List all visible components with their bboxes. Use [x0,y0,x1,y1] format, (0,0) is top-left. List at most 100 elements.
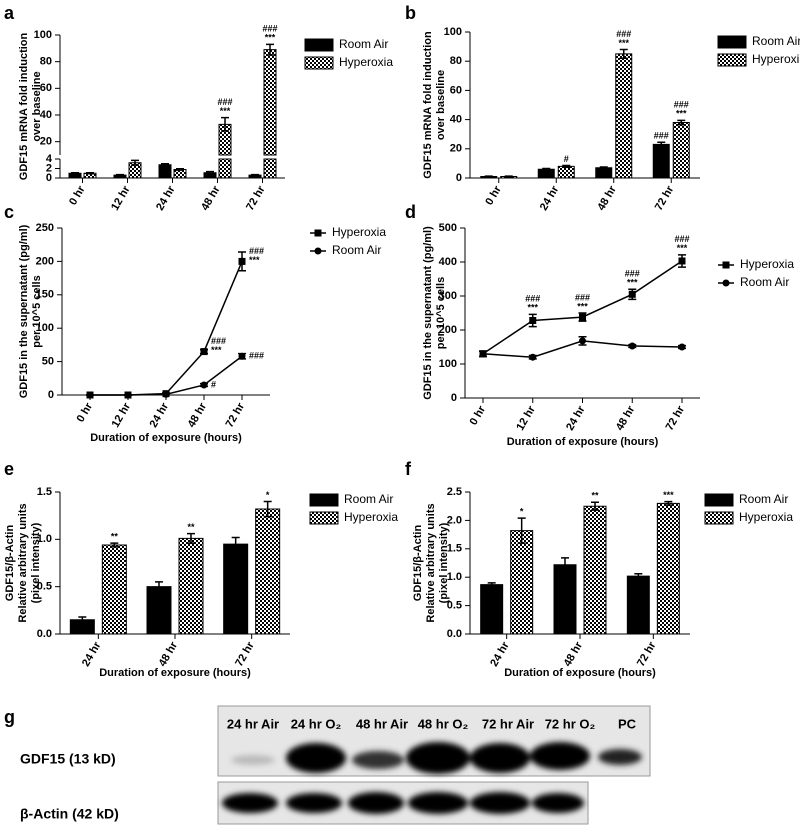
annotation: ** [591,491,599,501]
annotation: ### [625,269,640,279]
annotation: ### [674,234,689,244]
y-tick-label: 200 [439,324,457,336]
panel-letter: c [4,202,14,222]
annotation: * [520,507,524,517]
y-tick-label: 40 [450,114,462,126]
x-tick-label: 24 hr [488,639,512,668]
bar [173,168,187,179]
y-tick-label: 1.5 [447,543,462,555]
panel-letter: e [4,459,14,479]
y-tick-label: 400 [439,256,457,268]
legend-label: Room Air [344,492,393,506]
y-tick-label: 0 [451,392,457,404]
annotation: *** [527,303,538,313]
annotation: *** [663,490,674,500]
x-tick-label: 48 hr [157,639,181,668]
error-bar [562,164,571,168]
annotation: ### [249,351,264,361]
y-tick-label: 40 [40,109,52,121]
y-tick-label: 2.5 [447,486,462,498]
lane-label: 24 hr O₂ [291,716,342,731]
y-axis-label: GDF15 in the supernatant (pg/ml) [422,226,434,400]
legend-label: Room Air [739,492,788,506]
y-tick-label: 0.0 [447,628,462,640]
error-bar [231,536,240,552]
bar [146,586,172,635]
bar [218,123,232,179]
legend-marker [722,261,730,269]
lane-label: 48 hr Air [356,716,408,731]
error-bar [677,119,686,126]
marker [162,390,170,398]
x-tick-label: 0 hr [67,183,88,207]
annotation: ### [654,131,669,141]
x-tick-label: 72 hr [233,639,257,668]
annotation: ** [111,531,119,541]
legend-swatch [304,56,334,70]
error-bar [176,167,184,171]
marker [238,352,246,360]
legend-label: Hyperoxia [752,52,800,66]
legend-label: Room Air [332,243,381,257]
legend-label: Hyperoxia [332,225,386,239]
bar [510,530,534,635]
bar [158,164,172,179]
annotation: ### [262,24,277,34]
bar [595,167,613,179]
annotation: *** [676,109,687,119]
lane-label: 24 hr Air [227,716,279,731]
bar [626,575,650,635]
error-bar [206,170,214,175]
bar [615,53,633,179]
y-axis-label: Relative arbitrary units [425,503,437,622]
y-tick-label: 150 [36,289,54,301]
x-tick-label: 24 hr [148,400,172,429]
x-tick-label: 24 hr [80,639,104,668]
bar [672,122,690,179]
error-bar [542,167,551,171]
bar [553,564,577,635]
marker [200,381,208,389]
bar [263,49,277,179]
annotation: ### [217,97,232,107]
y-tick-label: 100 [36,322,54,334]
error-bar [561,557,569,573]
y-tick-label: 80 [40,56,52,68]
error-bar [619,48,628,60]
error-bar [487,582,496,588]
y-axis-label: over baseline [31,71,43,141]
legend-swatch [717,35,747,49]
x-axis-label: Duration of exposure (hours) [504,667,656,679]
legend-label: Hyperoxia [740,257,794,271]
bar [223,543,249,635]
panel-letter: b [405,3,416,23]
x-axis-label: Duration of exposure (hours) [99,667,251,679]
legend-label: Hyperoxia [739,510,793,524]
annotation: *** [220,106,231,116]
legend-label: Room Air [752,34,800,48]
y-axis-label: GDF15 mRNA fold induction [422,31,434,179]
annotation: *** [577,301,588,311]
x-tick-label: 24 hr [538,183,562,212]
blot-panel: g GDF15 (13 kD) β-Actin (42 kD) 24 hr Ai… [4,705,651,825]
y-tick-label: 300 [439,290,457,302]
y-axis-label: GDF15 in the supernatant (pg/ml) [18,224,30,398]
error-bar [634,573,643,580]
error-bar [517,517,526,544]
error-bar [657,141,666,148]
annotation: ### [525,294,540,304]
y-tick-label: 60 [450,84,462,96]
legend-marker [314,229,322,237]
lane-label: PC [618,716,637,731]
x-tick-label: 48 hr [595,183,619,212]
bar [480,584,504,635]
row-label: GDF15 (13 kD) [20,751,116,767]
marker [628,290,636,298]
x-tick-label: 48 hr [186,400,210,429]
legend-label: Hyperoxia [344,510,398,524]
error-bar [251,173,259,177]
annotation: ### [616,29,631,39]
bar [69,619,95,635]
x-tick-label: 72 hr [224,400,248,429]
